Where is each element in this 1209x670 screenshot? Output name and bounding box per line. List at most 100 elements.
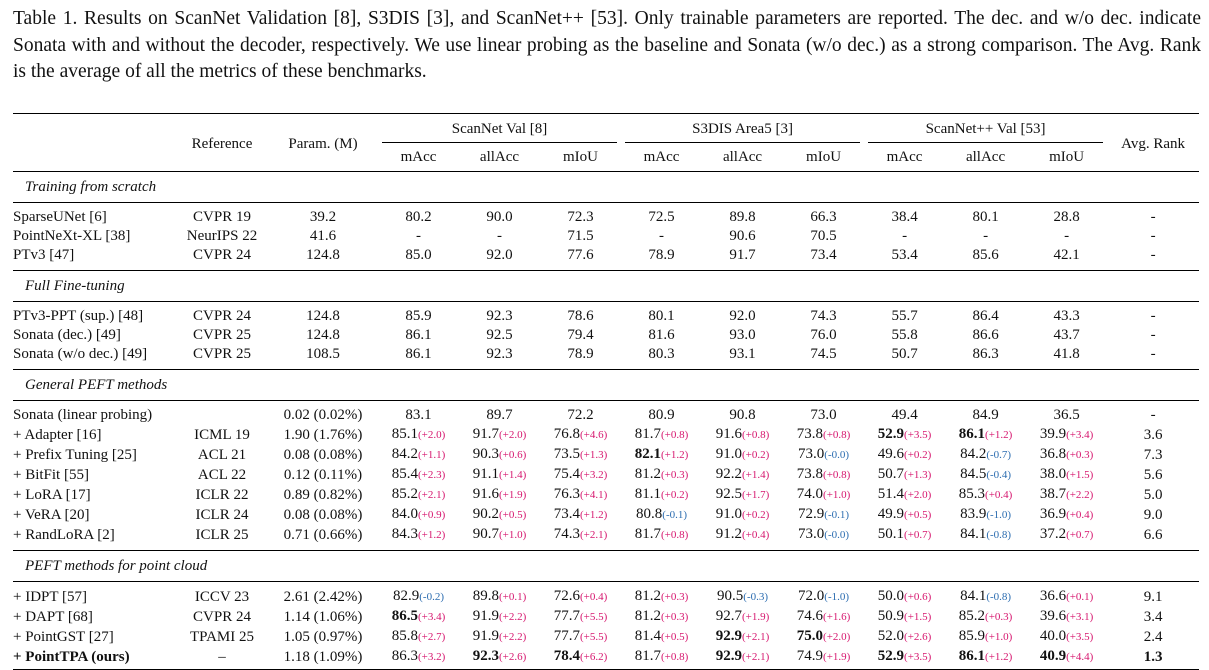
metric-value: 90.7 [472,526,499,542]
metric-delta: (+0.7) [1066,529,1094,541]
reference: CVPR 25 [193,327,251,343]
metric-value: 90.0 [486,209,513,225]
metric-cell: 36.6(+0.1) [1026,587,1107,607]
metric-cell: 73.4(+1.2) [540,505,621,525]
params: 0.08 (0.08%) [283,506,363,523]
metric-delta: (+1.9) [823,651,851,663]
metric-header: mIoU [1049,149,1085,165]
metric-cell: 92.3(+2.6) [459,647,540,670]
section-title: Training from scratch [13,171,1200,203]
method-cell: PointNeXt-XL [38] [13,227,176,246]
params-cell: 0.89 (0.82%) [268,485,378,505]
metric-cell: 28.8 [1026,208,1107,227]
metric-delta: (+0.8) [823,429,851,441]
metric-delta: (+3.5) [904,651,932,663]
table-row: + IDPT [57] ICCV 23 2.61 (2.42%) 82.9(-0.2)… [13,587,1199,607]
method-cell: Sonata (dec.) [49] [13,326,176,345]
metric-delta: (+3.5) [904,429,932,441]
metric-value: 85.2 [391,486,418,502]
metric-delta: (+1.2) [661,449,689,461]
table-row: PTv3-PPT (sup.) [48] CVPR 24 124.8 85.9 92.3… [13,307,1199,326]
params-cell: 1.14 (1.06%) [268,607,378,627]
metric-value: 90.6 [729,228,756,244]
metric-header: allAcc [479,149,520,165]
metric-value: 90.5 [717,588,744,604]
metric-delta: (+0.9) [417,509,446,521]
params: 0.12 (0.11%) [283,466,363,483]
metric-delta: (+1.9) [742,611,770,623]
metric-delta: (+2.0) [904,489,932,501]
metric-delta: (+0.2) [742,449,770,461]
group-title: ScanNet++ Val [53] [868,120,1104,143]
metric-value: 72.2 [567,407,594,423]
metric-value: 74.3 [553,526,580,542]
metric-cell: 52.0(+2.6) [864,627,945,647]
metric-value: 84.0 [391,506,418,522]
metric-cell: 74.3(+2.1) [540,525,621,545]
params-cell: 124.8 [268,246,378,265]
rank: - [1150,228,1156,244]
method-cell: SparseUNet [6] [13,208,176,227]
metric-cell: 78.9 [621,246,702,265]
reference: CVPR 24 [193,308,251,324]
metric-value: 81.7 [634,526,662,542]
metric-cell: 89.8(+0.1) [459,587,540,607]
metric-value: 85.4 [391,466,418,482]
metric-value: 73.0 [798,526,825,542]
metric-cell: 92.3 [459,307,540,326]
metric-value: 80.9 [648,407,675,423]
params: 41.6 [309,228,337,244]
metric-delta: (+0.8) [742,429,770,441]
metric-value: 71.5 [567,228,594,244]
metric-value: 85.2 [958,608,986,624]
params: 124.8 [306,308,340,324]
metric-value: 72.6 [553,588,580,604]
metric-value: 85.1 [391,426,418,442]
metric-delta: (+0.5) [904,509,932,521]
metric-header: mAcc [400,149,437,165]
rank-cell: 6.6 [1107,525,1199,545]
metric-value: 43.7 [1053,327,1080,343]
rank-cell: - [1107,246,1199,265]
params-cell: 0.71 (0.66%) [268,525,378,545]
metric-value: 72.5 [648,209,675,225]
method-cell: + IDPT [57] [13,587,176,607]
table-row: + VeRA [20] ICLR 24 0.08 (0.08%) 84.0(+0.9)… [13,505,1199,525]
metric-value: 50.7 [891,346,918,362]
metric-delta: (+3.4) [1066,429,1094,441]
params: 0.89 (0.82%) [283,486,363,503]
header-cell: Avg. Rank [1107,113,1200,172]
group-header: ScanNet++ Val [53] [864,113,1108,144]
reference: ACL 22 [197,466,247,483]
metric-delta: (+0.7) [904,529,932,541]
metric-delta: (-1.0) [986,509,1012,521]
metric-value: 73.8 [796,466,824,482]
metric-cell: 91.7 [702,246,783,265]
method-cell: PTv3 [47] [13,246,176,265]
rank: 9.1 [1143,588,1163,605]
metric-value: 92.5 [486,327,513,343]
rank-cell: - [1107,227,1199,246]
reference: CVPR 19 [193,209,251,225]
metric-cell: 92.5(+1.7) [702,485,783,505]
metric-delta: (+6.2) [580,651,608,663]
metric-value: 77.6 [567,247,594,263]
metric-value: 84.5 [960,466,987,482]
metric-value: 91.9 [472,628,499,644]
table-header: Reference Param. (M) ScanNet Val [8] S3D… [13,113,1200,172]
metric-cell: 85.2(+0.3) [945,607,1026,627]
metric-value: 39.6 [1039,608,1067,624]
metric-delta: (+1.4) [498,469,527,481]
reference-cell: CVPR 19 [176,208,268,227]
metric-value: 41.8 [1053,346,1080,362]
method: + PointGST [27] [13,628,114,645]
rank-cell: 9.0 [1107,505,1199,525]
metric-delta: (+1.5) [1066,469,1094,481]
metric-cell: 72.5 [621,208,702,227]
rank: - [1150,407,1156,423]
metric-header: mIoU [563,149,599,165]
metric-cell: 53.4 [864,246,945,265]
metric-cell: 83.9(-1.0) [945,505,1026,525]
metric-delta: (+4.6) [580,429,608,441]
metric-cell: 73.0 [783,406,864,425]
